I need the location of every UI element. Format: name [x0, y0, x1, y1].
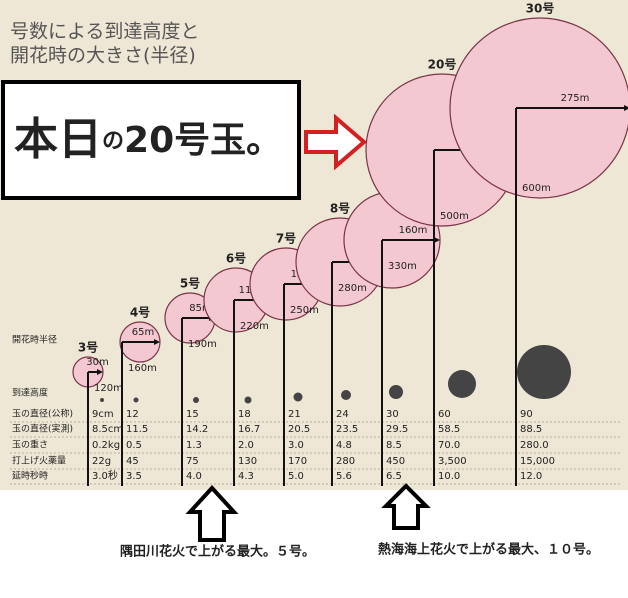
table-value: 3,500	[438, 456, 467, 467]
table-value: 58.5	[438, 424, 460, 435]
shell-dot	[133, 397, 139, 403]
shell-name: 30号	[526, 1, 555, 16]
table-value: 9cm	[92, 409, 114, 420]
arrowhead	[97, 369, 103, 375]
shell-dot	[193, 397, 199, 403]
table-value: 22g	[92, 456, 111, 467]
row-label: 玉の直径(実測)	[12, 423, 73, 435]
table-value: 280.0	[520, 440, 549, 451]
table-value: 30	[386, 409, 399, 420]
radius-label: 160m	[399, 225, 428, 236]
shell-dot	[517, 345, 571, 399]
table-value: 5.0	[288, 471, 304, 482]
shell-name: 5号	[180, 276, 200, 291]
radius-label: 85m	[189, 303, 211, 314]
height-label: 190m	[188, 339, 217, 350]
table-value: 3.0秒	[92, 469, 118, 482]
row-label: 玉の重さ	[12, 439, 48, 451]
banner-text: 本日の20号玉。	[14, 114, 282, 165]
row-label: 到達高度	[12, 387, 48, 399]
shell-dot	[293, 392, 303, 402]
table-value: 6.5	[386, 471, 402, 482]
row-label: 打上げ火薬量	[12, 455, 66, 467]
shell-dot	[389, 385, 403, 399]
table-value: 18	[238, 409, 251, 420]
row-label: 開花時半径	[12, 334, 57, 346]
row-label: 延時秒時	[12, 470, 48, 482]
height-label: 250m	[290, 305, 319, 316]
table-value: 130	[238, 456, 257, 467]
arrowhead	[154, 339, 160, 345]
table-value: 4.8	[336, 440, 352, 451]
table-value: 8.5cm	[92, 424, 123, 435]
table-value: 15	[186, 409, 199, 420]
table-value: 12	[126, 409, 139, 420]
height-label: 120m	[94, 383, 123, 394]
title-line: 開花時の大きさ(半径)	[10, 45, 196, 67]
arrowhead	[434, 237, 440, 243]
shell-dot	[341, 390, 351, 400]
table-value: 45	[126, 456, 139, 467]
table-value: 16.7	[238, 424, 260, 435]
shell-name: 7号	[276, 231, 296, 246]
shell-name: 4号	[130, 305, 150, 320]
shell-name: 3号	[78, 340, 98, 355]
table-value: 5.6	[336, 471, 352, 482]
table-value: 4.0	[186, 471, 202, 482]
up-arrow	[185, 485, 239, 542]
red-arrow	[304, 113, 368, 171]
shell-name: 8号	[330, 201, 350, 216]
radius-label: 65m	[132, 327, 154, 338]
radius-label: 30m	[86, 357, 108, 368]
table-value: 280	[336, 456, 355, 467]
table-value: 2.0	[238, 440, 254, 451]
row-label: 玉の直径(公称)	[12, 408, 73, 420]
table-value: 29.5	[386, 424, 408, 435]
height-label: 220m	[240, 321, 269, 332]
table-value: 3.0	[288, 440, 304, 451]
table-value: 24	[336, 409, 349, 420]
title-line: 号数による到達高度と	[10, 21, 199, 43]
height-label: 500m	[440, 211, 469, 222]
note: 隅田川花火で上がる最大。５号。	[120, 544, 315, 560]
table-value: 60	[438, 409, 451, 420]
table-value: 14.2	[186, 424, 208, 435]
note: 熱海海上花火で上がる最大、１０号。	[378, 542, 599, 558]
height-label: 280m	[338, 283, 367, 294]
table-value: 75	[186, 456, 199, 467]
table-value: 90	[520, 409, 533, 420]
table-value: 0.2kg	[92, 440, 120, 451]
height-label: 160m	[128, 363, 157, 374]
table-value: 4.3	[238, 471, 254, 482]
shell-dot	[244, 396, 252, 404]
table-value: 10.0	[438, 471, 460, 482]
table-value: 450	[386, 456, 405, 467]
table-value: 15,000	[520, 456, 555, 467]
height-label: 600m	[522, 183, 551, 194]
arrowhead	[624, 105, 628, 111]
radius-label: 275m	[561, 93, 590, 104]
table-value: 21	[288, 409, 301, 420]
banner-box	[1, 80, 301, 200]
table-value: 88.5	[520, 424, 542, 435]
shell-name: 20号	[428, 57, 457, 72]
up-arrow	[381, 483, 431, 530]
shell-dot	[100, 398, 104, 402]
table-value: 1.3	[186, 440, 202, 451]
shell-dot	[448, 370, 476, 398]
table-value: 23.5	[336, 424, 358, 435]
table-value: 170	[288, 456, 307, 467]
height-label: 330m	[388, 261, 417, 272]
table-value: 0.5	[126, 440, 142, 451]
shell-name: 6号	[226, 251, 246, 266]
table-value: 70.0	[438, 440, 460, 451]
table-value: 3.5	[126, 471, 142, 482]
table-value: 11.5	[126, 424, 148, 435]
table-value: 12.0	[520, 471, 542, 482]
table-value: 20.5	[288, 424, 310, 435]
table-value: 8.5	[386, 440, 402, 451]
